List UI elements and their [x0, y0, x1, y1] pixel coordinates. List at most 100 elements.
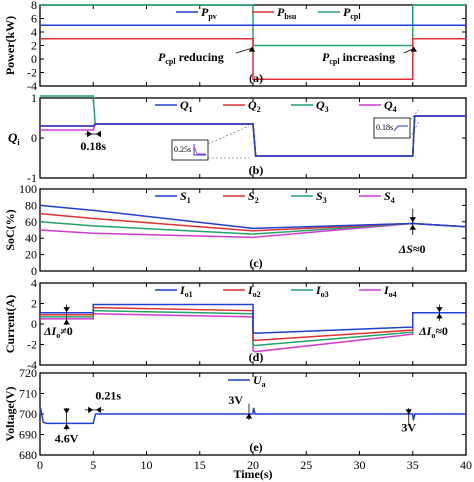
annotation-arrow	[436, 313, 443, 319]
zoom-trace	[193, 145, 206, 155]
annotation-label: 0.18s	[376, 123, 393, 132]
y-tick-label: 710	[19, 387, 37, 401]
y-tick-label: 80	[25, 198, 37, 212]
y-tick-label: 100	[19, 182, 37, 196]
x-tick-label: 25	[300, 458, 312, 472]
y-tick-label: 2	[31, 39, 37, 53]
annotation-label: 3V	[401, 420, 416, 434]
y-tick-label: 0	[31, 52, 37, 66]
y-tick-label: 0	[31, 264, 37, 278]
annotation-line	[235, 48, 252, 54]
y-axis-label: SoC(%)	[3, 209, 17, 250]
panel-c: 0 20 40 60 80 100 S1 S2 S3 S4 SoC(%) (c) ΔS≈0	[3, 182, 467, 278]
panel-e: 680 690 700 710 720 0 5 10 15 20 25 30 35 40 Ua Voltage…	[3, 366, 472, 481]
series-line-S1	[39, 204, 467, 230]
annotation-arrow	[63, 423, 70, 429]
annotation-label: Pcpl reducing	[158, 50, 224, 66]
panel-label: (b)	[249, 163, 264, 177]
series-line-Io1	[40, 303, 466, 334]
legend-entry: Q2	[248, 98, 261, 114]
y-tick-label: 700	[19, 407, 37, 421]
panel-label: (c)	[249, 256, 262, 270]
annotation-label: ΔIo≈0	[418, 324, 448, 340]
series-line-Pcpl	[40, 4, 466, 47]
annotation-arrow	[95, 130, 102, 138]
x-tick-label: 0	[37, 458, 43, 472]
annotation-label: 4.6V	[55, 432, 79, 446]
legend-entry: S3	[316, 189, 327, 205]
y-tick-label: 690	[19, 428, 37, 442]
y-axis-label: Current(A)	[3, 295, 17, 353]
annotation-label: 0.21s	[95, 389, 121, 403]
legend-entry: S2	[248, 189, 259, 205]
y-tick-label: 2	[31, 297, 37, 311]
x-tick-label: 5	[90, 458, 96, 472]
zoom-trace	[193, 144, 206, 156]
legend-entry: Q3	[316, 98, 329, 114]
legend-entry: S1	[180, 189, 191, 205]
legend-entry: Io1	[179, 283, 193, 299]
legend-entry: Q1	[180, 98, 193, 114]
x-axis-label: Time(s)	[233, 467, 272, 481]
x-tick-label: 10	[141, 458, 153, 472]
y-tick-label: -4	[27, 358, 37, 372]
annotation-arrow	[88, 406, 94, 414]
y-tick-label: 0	[31, 317, 37, 331]
x-tick-label: 35	[407, 458, 419, 472]
annotation-arrow	[95, 406, 102, 414]
legend-entry: Q4	[384, 98, 397, 114]
x-tick-label: 20	[247, 458, 259, 472]
x-tick-label: 40	[460, 458, 472, 472]
panel-b: -1 0 1 Q1 Q2 Q3 Q4 Qi (b) 0.18s 0.25s 0.18s	[8, 91, 467, 185]
y-tick-label: 680	[19, 448, 37, 462]
annotation-arrow	[409, 217, 416, 223]
y-tick-label: 0	[31, 131, 37, 145]
annotation-arrow	[245, 413, 253, 419]
y-tick-label: -4	[27, 79, 37, 93]
y-tick-label: 8	[31, 0, 37, 12]
zoom-inset	[373, 117, 411, 139]
legend-entry: Pbsu	[277, 5, 297, 21]
annotation-label: ΔIo≠0	[43, 324, 73, 340]
panel-label: (d)	[249, 350, 264, 364]
series-line-Pbsu	[40, 38, 466, 80]
annotation-arrow	[63, 408, 70, 414]
zoom-trace	[393, 125, 408, 132]
x-tick-label: 30	[354, 458, 366, 472]
legend-entry: Io2	[247, 283, 261, 299]
legend-entry: Io4	[383, 283, 397, 299]
legend-entry: Ua	[253, 373, 266, 389]
annotation-label: ΔS≈0	[398, 242, 426, 256]
zoom-connector	[207, 125, 250, 145]
y-tick-label: 1	[31, 91, 37, 105]
legend-entry: Pcpl	[343, 5, 361, 21]
y-tick-label: -2	[27, 66, 37, 80]
annotation-arrow	[63, 319, 70, 325]
legend-entry: Io3	[315, 283, 329, 299]
series-line-Q1	[40, 115, 466, 157]
panel-d: -4 -2 0 2 4 Io1 Io2 Io3 Io4 Current(A) (d) ΔIo≠0 ΔIo…	[3, 276, 467, 372]
series-line-Ua	[39, 407, 466, 425]
annotation-arrow	[405, 409, 412, 415]
y-tick-label: -2	[27, 338, 37, 352]
annotation-label: 0.25s	[174, 145, 191, 154]
x-tick-label: 15	[194, 458, 206, 472]
y-axis-label: Voltage(V)	[3, 387, 17, 442]
annotation-arrow	[409, 224, 416, 230]
panel-label: (a)	[249, 71, 263, 85]
y-tick-label: 40	[25, 231, 37, 245]
y-tick-label: 4	[31, 25, 37, 39]
zoom-connector	[409, 121, 420, 139]
annotation-arrow	[436, 307, 443, 313]
annotation-label: Pcpl increasing	[322, 50, 395, 66]
legend-entry: S4	[384, 189, 395, 205]
legend-entry: Ppv	[201, 5, 217, 21]
y-tick-label: 4	[31, 276, 37, 290]
annotation-arrow	[87, 130, 93, 138]
annotation-label: 0.18s	[80, 139, 106, 153]
y-tick-label: 720	[19, 366, 37, 380]
y-axis-label: Qi	[8, 130, 20, 147]
panel-label: (e)	[249, 440, 262, 454]
y-tick-label: 6	[31, 12, 37, 26]
